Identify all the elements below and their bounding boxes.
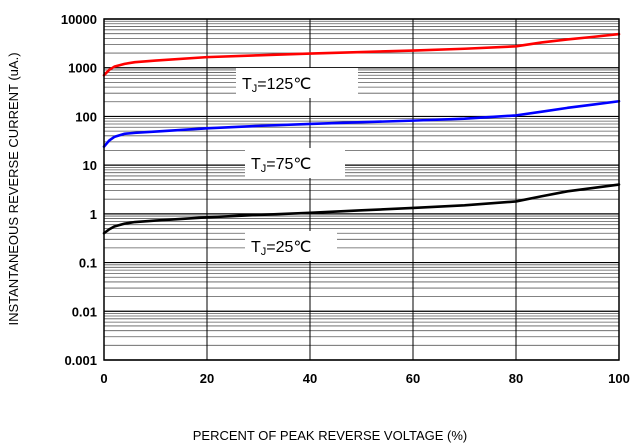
series-label-box (236, 68, 358, 98)
y-tick-label: 10 (83, 158, 97, 173)
plot-frame (103, 18, 620, 361)
series-line-1 (102, 99, 621, 148)
x-tick-label: 40 (303, 371, 317, 386)
x-tick-labels: 0 20 40 60 80 100 (100, 371, 629, 386)
x-axis-title: PERCENT OF PEAK REVERSE VOLTAGE (%) (193, 428, 468, 443)
x-tick-label: 80 (509, 371, 523, 386)
series-label: TJ=25℃ (251, 239, 311, 258)
series-label-box (245, 231, 337, 261)
minor-gridlines (104, 20, 619, 346)
series-line-2 (102, 183, 621, 235)
series-label-layer: TJ=125℃ TJ=75℃ TJ=25℃ (236, 68, 358, 261)
series-layer (102, 32, 621, 235)
series-line-0 (102, 32, 621, 77)
y-tick-labels: 0.001 0.01 0.1 1 10 100 1000 10000 (61, 12, 97, 368)
y-tick-label: 1 (90, 207, 97, 222)
plot-background (104, 19, 619, 360)
y-tick-label: 1000 (68, 61, 97, 76)
y-axis-title: INSTANTANEOUS REVERSE CURRENT (uA.) (6, 52, 21, 325)
x-tick-label: 100 (608, 371, 630, 386)
y-tick-label: 0.1 (79, 256, 97, 271)
y-tick-label: 0.001 (64, 353, 97, 368)
x-tick-label: 60 (406, 371, 420, 386)
y-tick-label: 10000 (61, 12, 97, 27)
x-tick-label: 0 (100, 371, 107, 386)
x-tick-label: 20 (200, 371, 214, 386)
series-label: TJ=75℃ (251, 156, 311, 175)
y-tick-label: 100 (75, 109, 97, 124)
series-label: TJ=125℃ (242, 76, 311, 95)
y-tick-label: 0.01 (72, 304, 97, 319)
series-label-box (245, 148, 345, 178)
